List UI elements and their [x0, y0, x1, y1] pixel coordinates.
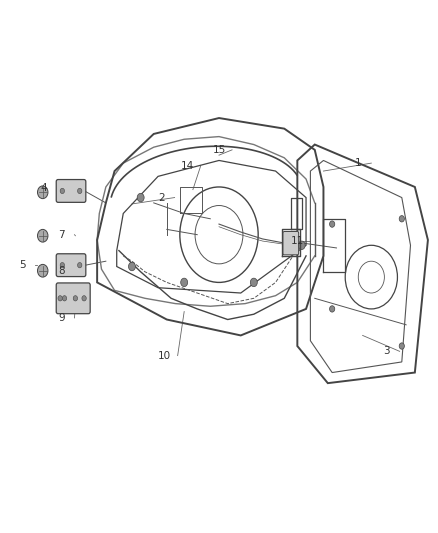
Text: 10: 10	[158, 351, 171, 361]
Circle shape	[38, 186, 48, 199]
FancyBboxPatch shape	[56, 283, 90, 314]
Circle shape	[298, 241, 305, 249]
Circle shape	[38, 229, 48, 242]
Circle shape	[137, 193, 144, 202]
Circle shape	[60, 188, 64, 193]
Text: 5: 5	[19, 261, 25, 270]
Circle shape	[251, 278, 257, 287]
Text: 7: 7	[58, 230, 65, 240]
Circle shape	[78, 263, 82, 268]
Text: 4: 4	[41, 183, 47, 193]
Circle shape	[128, 262, 135, 271]
Circle shape	[62, 296, 67, 301]
FancyBboxPatch shape	[56, 180, 86, 203]
Circle shape	[181, 278, 187, 287]
Circle shape	[329, 221, 335, 227]
Circle shape	[60, 263, 64, 268]
Circle shape	[78, 188, 82, 193]
Circle shape	[58, 296, 62, 301]
FancyBboxPatch shape	[56, 254, 86, 277]
Circle shape	[399, 343, 404, 349]
Text: 9: 9	[58, 313, 65, 323]
Circle shape	[38, 264, 48, 277]
FancyBboxPatch shape	[283, 231, 299, 255]
Text: 3: 3	[383, 346, 390, 357]
Text: 2: 2	[158, 192, 165, 203]
Circle shape	[329, 306, 335, 312]
Text: 14: 14	[181, 161, 194, 171]
Circle shape	[399, 216, 404, 222]
Circle shape	[73, 296, 78, 301]
Text: 15: 15	[212, 145, 226, 155]
Text: 11: 11	[291, 236, 304, 246]
Text: 1: 1	[355, 158, 362, 168]
Text: 8: 8	[58, 266, 65, 276]
Circle shape	[82, 296, 86, 301]
